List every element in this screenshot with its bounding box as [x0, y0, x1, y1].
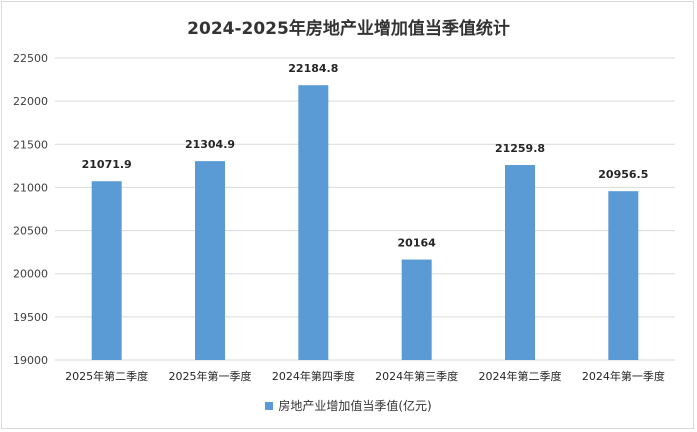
legend-label: 房地产业增加值当季值(亿元): [278, 399, 432, 413]
legend: 房地产业增加值当季值(亿元): [0, 397, 697, 414]
bar: [401, 259, 432, 360]
y-tick-label: 21000: [13, 181, 48, 194]
bars: [91, 85, 639, 360]
data-label: 21259.8: [495, 142, 545, 155]
data-label: 21071.9: [82, 158, 132, 171]
y-tick-label: 22000: [13, 95, 48, 108]
bar: [195, 161, 225, 360]
bar: [298, 85, 329, 360]
gridlines: [55, 57, 675, 361]
legend-swatch: [265, 401, 274, 410]
bar: [91, 181, 122, 360]
bar: [505, 165, 535, 360]
data-label: 20956.5: [598, 168, 648, 181]
bar: [608, 191, 639, 360]
x-axis-ticks: 2025年第二季度 2025年第一季度 2024年第四季度 2024年第三季度 2024…: [65, 369, 665, 383]
y-axis-ticks: 19000 19500 20000 20500 21000 21500 22000 22500: [13, 52, 48, 367]
data-label: 22184.8: [288, 62, 338, 75]
x-tick-label: 2025年第一季度: [169, 369, 252, 383]
data-label: 20164: [398, 237, 437, 250]
chart-title: 2024-2025年房地产业增加值当季值统计: [187, 19, 510, 39]
x-tick-label: 2024年第二季度: [479, 369, 562, 383]
data-label: 21304.9: [185, 138, 235, 151]
y-tick-label: 22500: [13, 52, 48, 65]
x-tick-label: 2024年第一季度: [582, 369, 665, 383]
x-tick-label: 2024年第四季度: [272, 369, 355, 383]
y-tick-label: 19000: [13, 354, 48, 367]
x-tick-label: 2024年第三季度: [375, 369, 458, 383]
y-tick-label: 19500: [13, 311, 48, 324]
x-tick-label: 2025年第二季度: [65, 369, 148, 383]
y-tick-label: 20000: [13, 268, 48, 281]
y-tick-label: 21500: [13, 138, 48, 151]
data-labels: 21071.9 21304.9 22184.8 20164 21259.8 20956.5: [82, 62, 649, 249]
y-tick-label: 20500: [13, 225, 48, 238]
